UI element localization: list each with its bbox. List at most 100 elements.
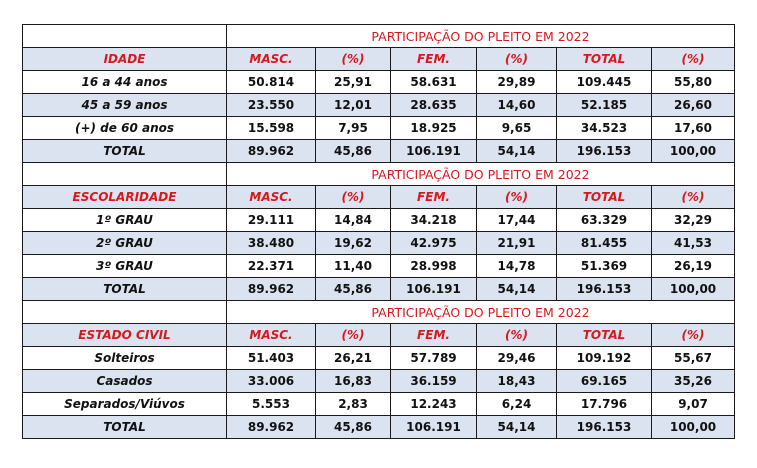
table-row: Solteiros 51.403 26,21 57.789 29,46 109.192 55…: [22, 346, 735, 370]
table-row: Casados 33.006 16,83 36.159 18,43 69.165 35,26: [22, 369, 735, 393]
table-row: 1º GRAU 29.111 14,84 34.218 17,44 63.329 32,29: [22, 208, 735, 232]
section-title: PARTICIPAÇÃO DO PLEITO EM 2022: [226, 24, 735, 48]
row-label: 3º GRAU: [22, 254, 227, 278]
column-header-total: TOTAL: [556, 47, 652, 71]
cell-fem: 58.631: [390, 70, 477, 94]
section-heading: ESTADO CIVIL: [22, 323, 227, 347]
cell-fem: 28.998: [390, 254, 477, 278]
column-header-fem: FEM.: [390, 323, 477, 347]
column-header-row: ESCOLARIDADE MASC. (%) FEM. (%) TOTAL (%): [22, 185, 735, 209]
cell-fem: 57.789: [390, 346, 477, 370]
total-row: TOTAL 89.962 45,86 106.191 54,14 196.153 100,0…: [22, 415, 735, 439]
cell-total: 17.796: [556, 392, 652, 416]
cell-total: 52.185: [556, 93, 652, 117]
cell-masc: 89.962: [226, 415, 316, 439]
column-header-masc-pct: (%): [315, 185, 391, 209]
column-header-masc: MASC.: [226, 323, 316, 347]
cell-fem-pct: 14,60: [476, 93, 557, 117]
row-label: Separados/Viúvos: [22, 392, 227, 416]
column-header-masc: MASC.: [226, 185, 316, 209]
total-row: TOTAL 89.962 45,86 106.191 54,14 196.153 100,0…: [22, 139, 735, 163]
blank-cell: [22, 300, 227, 324]
cell-masc: 50.814: [226, 70, 316, 94]
cell-masc-pct: 25,91: [315, 70, 391, 94]
cell-total: 69.165: [556, 369, 652, 393]
column-header-fem-pct: (%): [476, 323, 557, 347]
election-participation-table: PARTICIPAÇÃO DO PLEITO EM 2022 IDADE MASC…: [22, 24, 735, 439]
cell-masc-pct: 26,21: [315, 346, 391, 370]
cell-fem-pct: 21,91: [476, 231, 557, 255]
section-heading: IDADE: [22, 47, 227, 71]
row-label: TOTAL: [22, 139, 227, 163]
cell-total-pct: 26,60: [651, 93, 735, 117]
cell-total: 109.445: [556, 70, 652, 94]
cell-masc: 5.553: [226, 392, 316, 416]
cell-total-pct: 100,00: [651, 415, 735, 439]
column-header-masc-pct: (%): [315, 47, 391, 71]
table-row: Separados/Viúvos 5.553 2,83 12.243 6,24 17.79…: [22, 392, 735, 416]
cell-total-pct: 100,00: [651, 139, 735, 163]
cell-fem-pct: 54,14: [476, 415, 557, 439]
cell-masc: 15.598: [226, 116, 316, 140]
table-row: 2º GRAU 38.480 19,62 42.975 21,91 81.455 41,53: [22, 231, 735, 255]
cell-masc-pct: 2,83: [315, 392, 391, 416]
row-label: (+) de 60 anos: [22, 116, 227, 140]
blank-cell: [22, 162, 227, 186]
cell-masc: 33.006: [226, 369, 316, 393]
column-header-masc: MASC.: [226, 47, 316, 71]
cell-total: 196.153: [556, 415, 652, 439]
cell-total: 34.523: [556, 116, 652, 140]
cell-fem-pct: 17,44: [476, 208, 557, 232]
cell-masc-pct: 19,62: [315, 231, 391, 255]
section-title-row: PARTICIPAÇÃO DO PLEITO EM 2022: [22, 300, 735, 324]
column-header-fem: FEM.: [390, 185, 477, 209]
cell-fem-pct: 54,14: [476, 277, 557, 301]
cell-fem: 18.925: [390, 116, 477, 140]
section-title: PARTICIPAÇÃO DO PLEITO EM 2022: [226, 162, 735, 186]
blank-cell: [22, 24, 227, 48]
cell-fem: 34.218: [390, 208, 477, 232]
cell-masc: 23.550: [226, 93, 316, 117]
cell-masc: 38.480: [226, 231, 316, 255]
cell-fem-pct: 9,65: [476, 116, 557, 140]
cell-fem-pct: 18,43: [476, 369, 557, 393]
row-label: 2º GRAU: [22, 231, 227, 255]
section-heading: ESCOLARIDADE: [22, 185, 227, 209]
cell-fem: 106.191: [390, 277, 477, 301]
cell-fem: 106.191: [390, 415, 477, 439]
cell-masc: 29.111: [226, 208, 316, 232]
cell-total: 63.329: [556, 208, 652, 232]
cell-total-pct: 26,19: [651, 254, 735, 278]
table-row: (+) de 60 anos 15.598 7,95 18.925 9,65 34.523…: [22, 116, 735, 140]
cell-total: 109.192: [556, 346, 652, 370]
column-header-fem-pct: (%): [476, 185, 557, 209]
cell-total-pct: 9,07: [651, 392, 735, 416]
cell-masc-pct: 45,86: [315, 415, 391, 439]
column-header-fem: FEM.: [390, 47, 477, 71]
table-row: 3º GRAU 22.371 11,40 28.998 14,78 51.369 26,19: [22, 254, 735, 278]
row-label: 45 a 59 anos: [22, 93, 227, 117]
cell-fem-pct: 54,14: [476, 139, 557, 163]
cell-masc-pct: 11,40: [315, 254, 391, 278]
cell-masc-pct: 45,86: [315, 139, 391, 163]
cell-total-pct: 35,26: [651, 369, 735, 393]
cell-total-pct: 41,53: [651, 231, 735, 255]
cell-masc-pct: 16,83: [315, 369, 391, 393]
section-title-row: PARTICIPAÇÃO DO PLEITO EM 2022: [22, 162, 735, 186]
cell-total: 196.153: [556, 139, 652, 163]
column-header-total: TOTAL: [556, 323, 652, 347]
cell-fem: 12.243: [390, 392, 477, 416]
cell-fem: 42.975: [390, 231, 477, 255]
row-label: Casados: [22, 369, 227, 393]
table-row: 45 a 59 anos 23.550 12,01 28.635 14,60 52.185…: [22, 93, 735, 117]
row-label: TOTAL: [22, 277, 227, 301]
row-label: Solteiros: [22, 346, 227, 370]
row-label: 1º GRAU: [22, 208, 227, 232]
cell-total: 81.455: [556, 231, 652, 255]
column-header-total: TOTAL: [556, 185, 652, 209]
cell-masc: 89.962: [226, 277, 316, 301]
column-header-masc-pct: (%): [315, 323, 391, 347]
cell-masc: 89.962: [226, 139, 316, 163]
cell-masc-pct: 45,86: [315, 277, 391, 301]
column-header-fem-pct: (%): [476, 47, 557, 71]
